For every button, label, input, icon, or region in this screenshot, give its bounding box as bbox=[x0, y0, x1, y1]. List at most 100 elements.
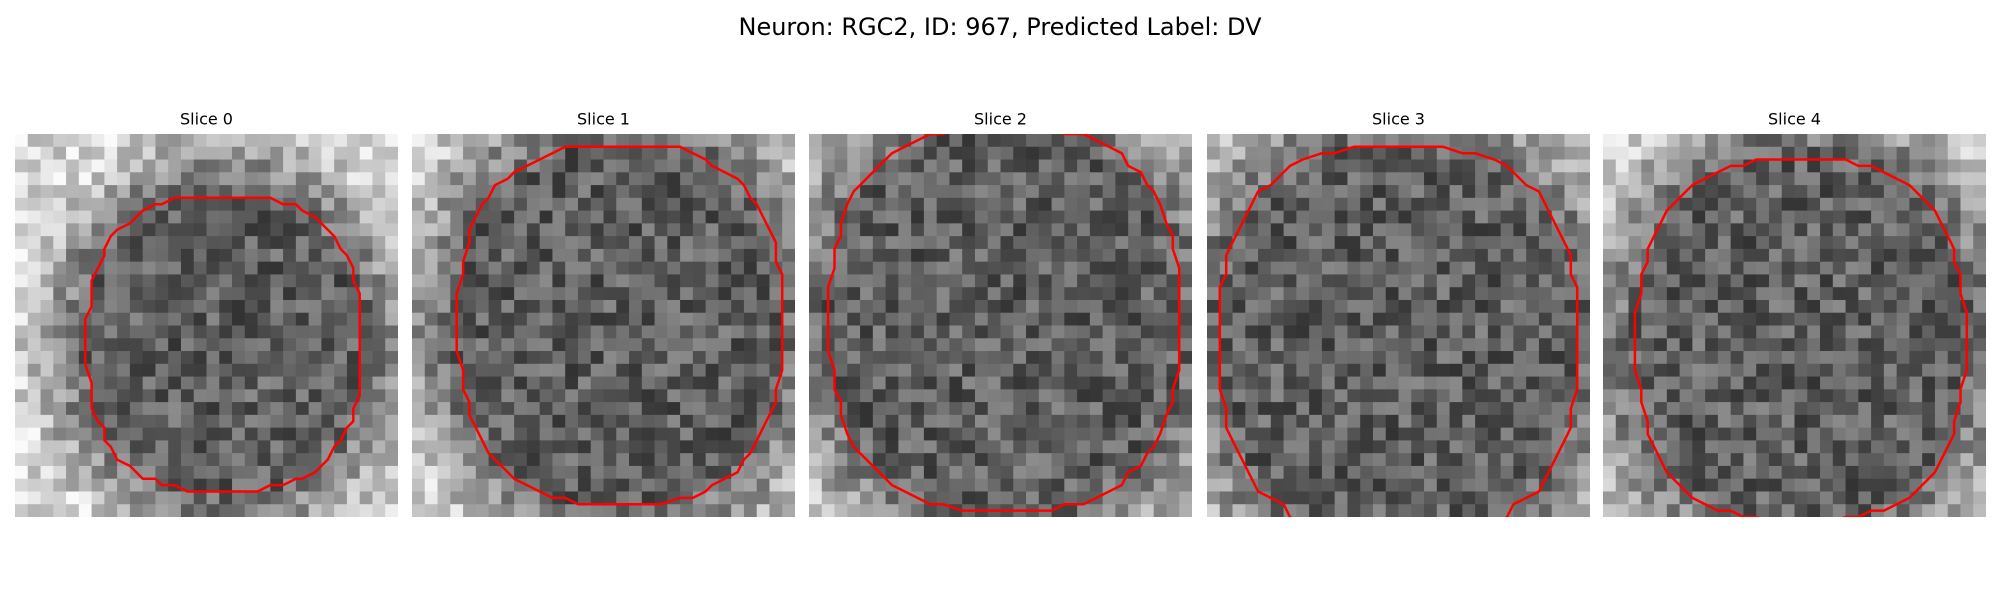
pixel bbox=[692, 223, 707, 237]
pixel bbox=[1270, 376, 1285, 390]
pixel bbox=[334, 210, 348, 224]
pixel bbox=[565, 389, 579, 403]
pixel bbox=[514, 427, 528, 441]
pixel bbox=[1883, 236, 1898, 250]
pixel bbox=[1102, 351, 1116, 365]
pixel bbox=[295, 210, 310, 224]
pixel bbox=[1283, 236, 1297, 250]
pixel bbox=[1309, 223, 1323, 237]
pixel bbox=[206, 427, 220, 441]
pixel bbox=[1296, 223, 1310, 237]
pixel bbox=[424, 402, 439, 416]
pixel bbox=[283, 172, 297, 186]
pixel bbox=[334, 134, 348, 148]
pixel bbox=[1820, 248, 1834, 263]
pixel bbox=[1641, 299, 1655, 314]
pixel bbox=[219, 210, 233, 224]
pixel bbox=[809, 210, 823, 224]
pixel bbox=[501, 274, 515, 288]
pixel bbox=[974, 376, 989, 390]
pixel bbox=[40, 414, 54, 429]
pixel bbox=[244, 248, 259, 263]
pixel bbox=[1909, 363, 1923, 378]
pixel bbox=[1781, 338, 1796, 352]
pixel bbox=[1641, 376, 1655, 390]
pixel bbox=[155, 504, 169, 517]
pixel bbox=[1270, 134, 1285, 148]
pixel bbox=[936, 440, 951, 454]
pixel bbox=[1051, 389, 1065, 403]
pixel bbox=[1845, 274, 1859, 288]
pixel bbox=[565, 134, 579, 148]
pixel bbox=[66, 274, 80, 288]
pixel bbox=[372, 223, 386, 237]
pixel bbox=[501, 223, 515, 237]
pixel bbox=[321, 504, 335, 517]
pixel bbox=[974, 414, 989, 429]
pixel bbox=[1347, 274, 1361, 288]
pixel bbox=[283, 440, 297, 454]
pixel bbox=[641, 440, 656, 454]
pixel bbox=[718, 185, 732, 199]
pixel bbox=[1526, 159, 1540, 173]
pixel bbox=[718, 389, 732, 403]
pixel bbox=[667, 312, 681, 327]
pixel bbox=[974, 210, 989, 224]
pixel bbox=[872, 312, 887, 327]
pixel bbox=[731, 223, 745, 237]
pixel bbox=[565, 402, 579, 416]
pixel bbox=[412, 325, 426, 339]
pixel bbox=[78, 197, 93, 212]
pixel bbox=[385, 427, 398, 441]
pixel bbox=[15, 299, 29, 314]
pixel bbox=[385, 236, 398, 250]
pixel bbox=[1179, 414, 1192, 429]
pixel bbox=[1000, 197, 1014, 212]
pixel bbox=[1717, 338, 1732, 352]
pixel bbox=[756, 248, 771, 263]
pixel bbox=[539, 453, 554, 467]
pixel bbox=[1140, 427, 1155, 441]
pixel bbox=[1500, 414, 1514, 429]
pixel bbox=[1973, 351, 1986, 365]
pixel bbox=[616, 325, 630, 339]
pixel bbox=[359, 440, 374, 454]
pixel bbox=[27, 440, 42, 454]
pixel bbox=[1270, 159, 1285, 173]
pixel bbox=[1654, 299, 1668, 314]
pixel bbox=[1372, 236, 1387, 250]
pixel bbox=[219, 236, 233, 250]
pixel bbox=[40, 402, 54, 416]
pixel bbox=[629, 159, 643, 173]
pixel bbox=[1296, 504, 1310, 517]
pixel bbox=[1475, 465, 1489, 480]
pixel bbox=[295, 261, 310, 276]
pixel bbox=[1934, 338, 1949, 352]
pixel bbox=[1845, 402, 1859, 416]
pixel bbox=[1922, 236, 1936, 250]
pixel bbox=[53, 236, 67, 250]
pixel bbox=[1883, 427, 1898, 441]
pixel bbox=[834, 172, 848, 186]
pixel bbox=[667, 338, 681, 352]
pixel bbox=[450, 465, 464, 480]
pixel bbox=[1309, 159, 1323, 173]
pixel bbox=[1038, 299, 1053, 314]
pixel bbox=[501, 440, 515, 454]
pixel bbox=[1577, 325, 1590, 339]
pixel bbox=[385, 197, 398, 212]
pixel bbox=[692, 274, 707, 288]
pixel bbox=[1832, 402, 1847, 416]
pixel bbox=[129, 159, 144, 173]
pixel bbox=[654, 363, 668, 378]
pixel bbox=[1577, 363, 1590, 378]
pixel bbox=[1487, 478, 1502, 493]
pixel bbox=[1436, 414, 1451, 429]
pixel bbox=[129, 312, 144, 327]
pixel bbox=[603, 376, 617, 390]
pixel bbox=[257, 351, 271, 365]
pixel bbox=[860, 197, 874, 212]
pixel bbox=[705, 376, 719, 390]
pixel bbox=[1360, 159, 1374, 173]
pixel bbox=[1115, 351, 1129, 365]
